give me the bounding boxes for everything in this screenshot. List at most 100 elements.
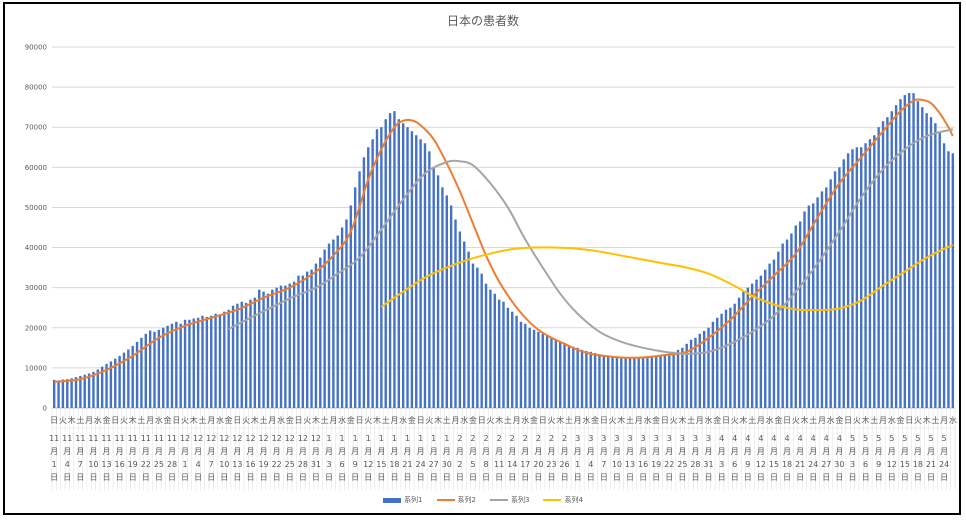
bar — [205, 316, 209, 408]
date-label: 5月12日 — [886, 434, 897, 482]
bar — [358, 171, 361, 408]
date-label: 1月30日 — [441, 434, 452, 482]
weekday-label: 金 — [347, 415, 355, 425]
date-label: 12月10日 — [219, 434, 230, 482]
bar — [921, 107, 924, 409]
weekday-label: 木 — [617, 415, 625, 425]
weekday-label: 水 — [216, 415, 224, 425]
bar — [170, 323, 174, 408]
date-label: 5月9日 — [874, 434, 883, 482]
y-tick-label: 0 — [43, 405, 47, 413]
bar — [550, 337, 553, 408]
weekday-label: 水 — [155, 415, 163, 425]
weekday-label: 木 — [556, 415, 564, 425]
bar — [707, 327, 710, 408]
bar — [345, 219, 348, 408]
bar — [545, 335, 549, 408]
bar — [340, 227, 344, 408]
bar — [947, 151, 950, 409]
weekday-label: 日 — [294, 416, 302, 425]
weekday-label: 日 — [783, 416, 791, 425]
bar — [463, 241, 466, 408]
bar — [454, 219, 457, 408]
bar — [196, 317, 200, 408]
date-label: 2月23日 — [546, 434, 557, 482]
legend-item-series1: 系列1 — [383, 495, 423, 505]
date-label: 12月19日 — [258, 434, 269, 482]
bar — [842, 159, 845, 408]
date-label: 4月24日 — [808, 434, 819, 482]
date-label: 11月28日 — [166, 434, 178, 482]
bar — [406, 127, 409, 408]
weekday-label: 金 — [591, 415, 599, 425]
weekday-label: 金 — [530, 415, 538, 425]
bar — [449, 205, 453, 408]
category-dividers — [51, 408, 956, 490]
bar — [598, 354, 601, 408]
bar — [332, 239, 335, 408]
bar — [109, 361, 113, 408]
date-label: 11月13日 — [101, 434, 112, 482]
bar — [519, 321, 523, 408]
bar — [506, 307, 510, 408]
bar — [428, 151, 431, 409]
weekday-label: 金 — [713, 415, 721, 425]
bar — [284, 285, 287, 408]
bar — [423, 143, 427, 408]
bar — [70, 378, 73, 408]
weekday-label: 日 — [478, 416, 486, 425]
bar — [471, 263, 475, 408]
weekday-label: 火 — [792, 416, 800, 425]
date-label: 3月13日 — [624, 434, 636, 482]
bar — [148, 330, 152, 408]
bar — [410, 131, 414, 408]
y-tick-label: 10000 — [25, 364, 47, 372]
weekday-label: 土 — [321, 415, 329, 425]
bar — [353, 187, 357, 408]
date-label: 2月2日 — [455, 434, 464, 482]
bar — [275, 287, 278, 408]
bar — [497, 299, 501, 408]
weekday-label: 火 — [120, 416, 128, 425]
bar — [489, 289, 492, 408]
bar — [188, 319, 191, 408]
bar — [162, 327, 165, 408]
bar — [711, 321, 715, 408]
bar — [903, 95, 907, 408]
bar — [633, 358, 636, 408]
bar — [258, 289, 261, 408]
weekday-label: 水 — [888, 415, 896, 425]
bar — [74, 377, 78, 408]
date-label: 1月15日 — [376, 434, 387, 482]
bar — [52, 379, 56, 408]
bar — [798, 221, 802, 408]
date-label: 4月18日 — [781, 434, 793, 482]
bar — [480, 273, 483, 408]
weekday-label: 日 — [111, 416, 119, 425]
bar — [66, 379, 69, 408]
bar — [458, 231, 462, 408]
bar — [846, 153, 850, 408]
bar — [624, 357, 627, 408]
weekday-label: 金 — [652, 415, 660, 425]
date-label: 11月22日 — [140, 434, 151, 482]
weekday-label: 金 — [774, 415, 782, 425]
weekday-label: 火 — [914, 416, 922, 425]
date-label: 3月25日 — [677, 434, 688, 482]
weekday-label: 土 — [626, 415, 634, 425]
legend: 系列1 系列2 系列3 系列4 — [0, 495, 966, 505]
bar — [934, 123, 937, 408]
bar — [127, 349, 130, 408]
bar — [515, 315, 518, 408]
date-label: 12月22日 — [271, 434, 282, 482]
bar — [249, 299, 252, 408]
bar — [606, 355, 610, 408]
date-label: 4月12日 — [755, 434, 766, 482]
weekday-label: 土 — [137, 415, 145, 425]
bar — [851, 149, 854, 409]
chart-frame — [3, 2, 961, 515]
date-label: 4月27日 — [821, 434, 832, 482]
chart-title: 日本の患者数 — [446, 14, 519, 28]
weekday-label: 水 — [521, 415, 529, 425]
date-label: 4月3日 — [717, 434, 726, 482]
